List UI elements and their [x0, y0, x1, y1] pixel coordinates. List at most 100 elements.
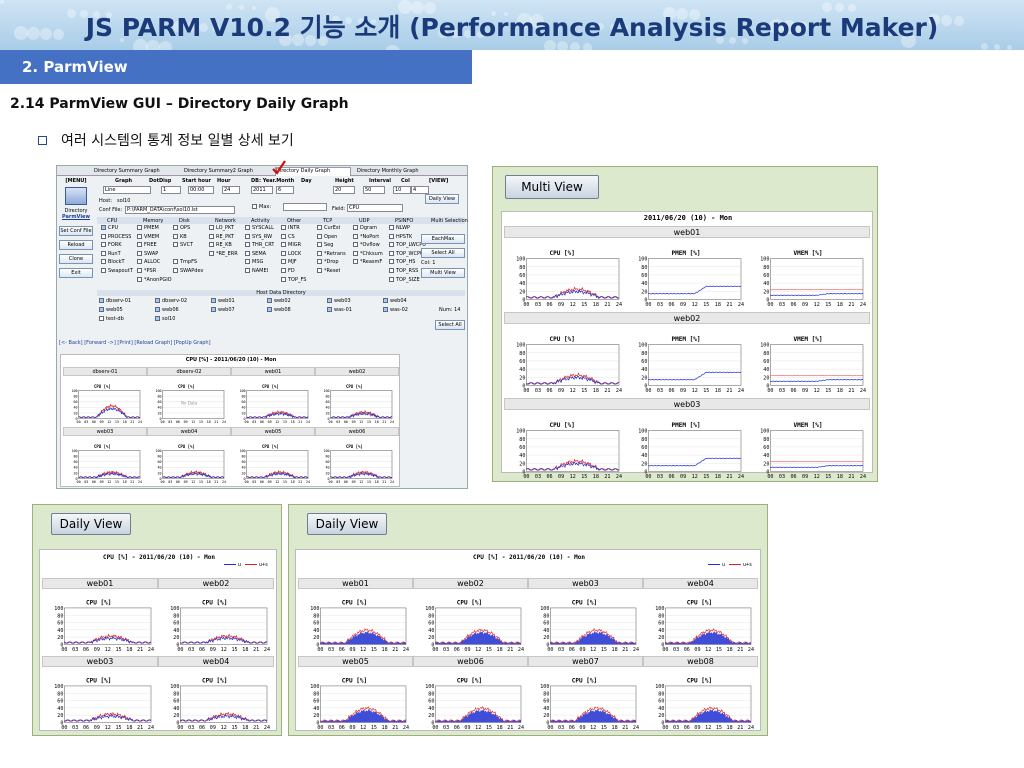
checkbox[interactable] — [317, 225, 322, 230]
max-input[interactable] — [283, 203, 327, 211]
checkbox[interactable] — [281, 242, 286, 248]
host-checkbox[interactable]: web06 — [155, 307, 179, 313]
metric-checkbox[interactable]: Dgram — [353, 225, 377, 231]
host-checkbox[interactable]: web07 — [211, 307, 235, 313]
metric-checkbox[interactable]: SYSCALL — [245, 225, 274, 231]
checkbox[interactable] — [281, 259, 286, 265]
checkbox[interactable] — [99, 316, 104, 321]
host-checkbox[interactable]: web08 — [267, 307, 291, 313]
host-checkbox[interactable]: was-01 — [327, 307, 352, 313]
checkbox[interactable] — [317, 233, 322, 239]
control-select[interactable]: 20 — [333, 186, 355, 194]
conf-file-field[interactable]: P:\PARM_DATA\conf\sol10.lst — [125, 206, 235, 214]
checkbox[interactable] — [173, 225, 178, 230]
checkbox[interactable] — [245, 250, 250, 256]
metric-checkbox[interactable]: *PSR — [137, 268, 156, 274]
metric-checkbox[interactable]: HPSTK — [389, 233, 412, 240]
checkbox[interactable] — [317, 259, 322, 265]
daily-view-button[interactable]: Daily View — [425, 194, 459, 204]
metric-checkbox[interactable]: *NoPort — [353, 233, 379, 240]
exit-button[interactable]: Exit — [59, 268, 93, 278]
metric-checkbox[interactable]: *Retrans — [317, 250, 346, 257]
metric-checkbox[interactable]: SVCT — [173, 242, 193, 248]
metric-checkbox[interactable]: TOP_RSS — [389, 268, 418, 274]
checkbox[interactable] — [389, 259, 394, 265]
tab-directory-monthly[interactable]: Directory Monthly Graph — [357, 168, 419, 174]
metric-checkbox[interactable]: ALLOC — [137, 259, 160, 265]
checkbox[interactable] — [137, 268, 142, 273]
host-checkbox[interactable]: web03 — [327, 298, 351, 304]
checkbox[interactable] — [137, 225, 142, 230]
daily-view-left-button[interactable]: Daily View — [51, 513, 131, 535]
checkbox[interactable] — [209, 225, 214, 230]
checkbox[interactable] — [389, 242, 394, 248]
checkbox[interactable] — [137, 276, 142, 282]
metric-checkbox[interactable]: TOP_SIZE — [389, 276, 420, 283]
control-select[interactable]: 24 — [222, 186, 240, 194]
metric-checkbox[interactable]: *AnonPGIO — [137, 276, 172, 283]
metric-checkbox[interactable]: MSG — [245, 259, 263, 265]
metric-checkbox[interactable]: SwapoutT — [101, 268, 133, 274]
checkbox[interactable] — [99, 298, 104, 303]
checkbox[interactable] — [327, 307, 332, 312]
daily-view-right-button[interactable]: Daily View — [307, 513, 387, 535]
host-checkbox[interactable]: web04 — [383, 298, 407, 304]
control-select[interactable]: 6 — [276, 186, 294, 194]
checkbox[interactable] — [281, 225, 286, 230]
checkbox[interactable] — [137, 259, 142, 265]
host-checkbox[interactable]: test-db — [99, 316, 124, 322]
checkbox[interactable] — [101, 233, 106, 239]
tab-directory-summary2[interactable]: Directory Summary2 Graph — [184, 168, 253, 174]
host-checkbox[interactable]: web05 — [99, 307, 123, 313]
host-checkbox[interactable]: was-02 — [383, 307, 408, 313]
checkbox[interactable] — [99, 307, 104, 312]
checkbox[interactable] — [101, 250, 106, 256]
checkbox[interactable] — [389, 225, 394, 230]
checkbox[interactable] — [173, 233, 178, 239]
set-conf-file-button[interactable]: Set Conf File — [59, 226, 93, 236]
control-select[interactable]: 1 — [161, 186, 181, 194]
host-checkbox[interactable]: web01 — [211, 298, 235, 304]
checkbox[interactable] — [173, 242, 178, 248]
metric-checkbox[interactable]: THR_CRT — [245, 242, 274, 248]
checkbox[interactable] — [173, 268, 178, 273]
metric-checkbox[interactable]: MIGR — [281, 242, 301, 248]
field-select[interactable]: CPU — [347, 204, 403, 212]
metric-checkbox[interactable]: PMEM — [137, 225, 159, 231]
select-all-hosts-button[interactable]: Select All — [435, 320, 465, 330]
checkbox[interactable] — [211, 307, 216, 312]
checkbox[interactable] — [155, 316, 160, 321]
control-select[interactable]: 2011 — [251, 186, 273, 194]
metric-checkbox[interactable]: TOP_WCPU — [389, 250, 424, 257]
checkbox[interactable] — [267, 307, 272, 312]
checkbox[interactable] — [317, 250, 322, 256]
metric-checkbox[interactable]: SWAPdev — [173, 268, 204, 274]
checkbox[interactable] — [245, 225, 250, 230]
metric-checkbox[interactable]: OPS — [173, 225, 190, 231]
metric-checkbox[interactable]: TOP_HS — [389, 259, 415, 265]
metric-checkbox[interactable]: *Reset — [317, 268, 340, 274]
metric-checkbox[interactable]: NLWP — [389, 225, 410, 231]
checkbox[interactable] — [389, 268, 394, 273]
tab-directory-summary[interactable]: Directory Summary Graph — [94, 168, 160, 174]
metric-checkbox[interactable]: CurEst — [317, 225, 340, 231]
checkbox[interactable] — [383, 307, 388, 312]
metric-checkbox[interactable]: Seg — [317, 242, 333, 248]
checkbox[interactable] — [389, 250, 394, 256]
checkbox[interactable] — [327, 298, 332, 303]
checkbox[interactable] — [389, 233, 394, 239]
control-select[interactable]: 10 — [393, 186, 411, 194]
clone-button[interactable]: Clone — [59, 254, 93, 264]
metric-checkbox[interactable]: NAMEI — [245, 268, 268, 274]
checkbox[interactable] — [101, 268, 106, 273]
checkbox[interactable] — [101, 225, 106, 230]
metric-checkbox[interactable]: SYS_RW — [245, 233, 272, 240]
control-select[interactable]: 00:00 — [188, 186, 214, 194]
checkbox[interactable] — [245, 268, 250, 273]
metric-checkbox[interactable]: *ReasmF — [353, 259, 382, 265]
metric-checkbox[interactable]: RunT — [101, 250, 121, 257]
checkbox[interactable] — [317, 268, 322, 273]
control-select[interactable]: Line — [103, 186, 151, 194]
multi-view-label-button[interactable]: Multi View — [505, 175, 599, 199]
checkbox[interactable] — [211, 298, 216, 303]
